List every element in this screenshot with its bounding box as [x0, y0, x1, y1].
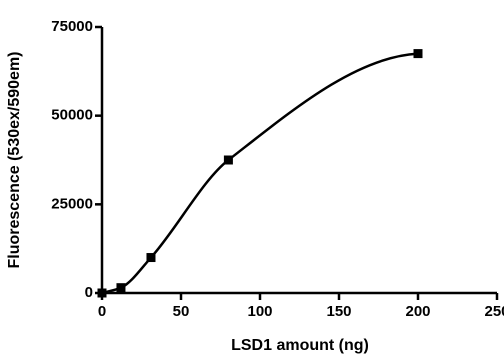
x-tick-label: 100: [247, 303, 272, 320]
data-point: [223, 155, 233, 165]
x-tick-label: 50: [173, 303, 190, 320]
x-tick-label: 0: [98, 303, 106, 320]
y-axis-title: Fluorescence (530ex/590em): [6, 51, 23, 268]
y-tick-label: 25000: [51, 195, 93, 212]
data-point: [97, 288, 107, 298]
y-tick-label: 75000: [51, 18, 93, 35]
x-axis-title: LSD1 amount (ng): [231, 337, 369, 354]
y-tick-label: 0: [85, 284, 93, 301]
x-tick-label: 250: [484, 303, 504, 320]
y-tick-label: 50000: [51, 107, 93, 124]
x-tick-label: 150: [326, 303, 351, 320]
data-point: [116, 283, 126, 293]
data-point: [413, 49, 423, 59]
x-tick-label: 200: [405, 303, 430, 320]
data-point: [146, 253, 156, 263]
